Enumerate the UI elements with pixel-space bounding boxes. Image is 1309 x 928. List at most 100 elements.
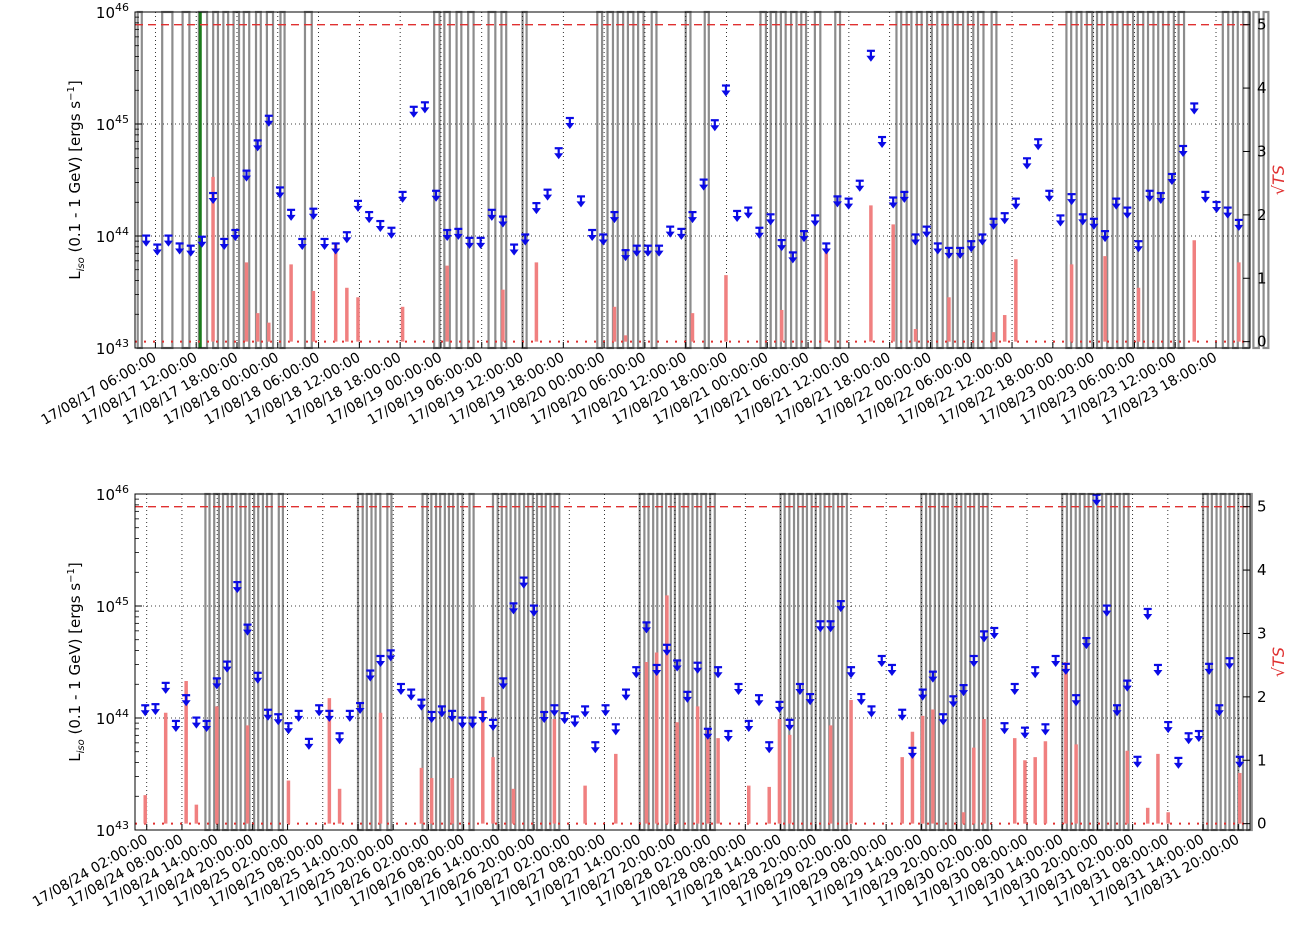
upper-limit-marker (476, 236, 486, 249)
upper-limit-arrowhead (1022, 163, 1032, 170)
y2-tick-label: 1 (1257, 751, 1267, 769)
upper-limit-marker (1163, 720, 1173, 734)
upper-limit-marker (1122, 206, 1132, 219)
y-tick-label: 1045 (96, 595, 129, 616)
y-tick-label: 1046 (96, 483, 129, 504)
y2-tick-label: 0 (1257, 333, 1267, 351)
upper-limit-marker (186, 244, 196, 257)
gti-band (1095, 10, 1103, 350)
upper-limit-marker (1044, 189, 1054, 202)
upper-limit-arrowhead (163, 240, 173, 247)
upper-limit-arrowhead (364, 217, 374, 224)
upper-limit-arrowhead (609, 217, 619, 224)
upper-limit-arrowhead (208, 198, 218, 205)
gti-band (905, 10, 913, 350)
upper-limit-arrowhead (520, 239, 530, 246)
upper-limit-marker (1153, 663, 1163, 676)
upper-limit-arrowhead (286, 214, 296, 221)
upper-limit-arrowhead (944, 252, 954, 259)
upper-limit-marker (1092, 493, 1102, 506)
upper-limit-arrowhead (222, 666, 232, 673)
upper-limit-marker (897, 708, 907, 721)
upper-limit-marker (364, 210, 374, 224)
upper-limit-marker (283, 722, 293, 735)
upper-limit-marker (416, 698, 426, 711)
y-tick-label: 1044 (96, 707, 129, 728)
upper-limit-marker (1235, 755, 1245, 768)
gti-band (841, 492, 848, 832)
upper-limit-arrowhead (273, 719, 283, 726)
upper-limit-arrowhead (560, 718, 570, 725)
upper-limit-arrowhead (734, 689, 744, 695)
upper-limit-arrowhead (1078, 219, 1088, 226)
gti-band (535, 492, 543, 832)
upper-limit-marker (1132, 755, 1142, 768)
upper-limit-arrowhead (713, 672, 723, 679)
upper-limit-marker (304, 737, 314, 750)
gti-band (279, 10, 286, 350)
upper-limit-arrowhead (253, 677, 263, 684)
y2-tick-label: 5 (1257, 498, 1267, 516)
upper-limit-marker (959, 684, 969, 697)
upper-limit-arrowhead (580, 711, 590, 718)
upper-limit-marker (774, 700, 784, 713)
upper-limit-marker (171, 719, 181, 732)
upper-limit-arrowhead (565, 123, 575, 129)
upper-limit-marker (365, 669, 375, 682)
upper-limit-marker (1100, 230, 1110, 243)
gti-band (779, 10, 787, 350)
upper-limit-marker (665, 225, 675, 238)
upper-limit-arrowhead (1200, 196, 1210, 203)
upper-limit-marker (836, 600, 846, 613)
gti-band (682, 492, 690, 832)
upper-limit-marker (175, 242, 185, 255)
gti-band (433, 10, 441, 350)
upper-limit-arrowhead (1153, 669, 1163, 676)
upper-limit-arrowhead (243, 629, 253, 636)
upper-limit-marker (999, 722, 1009, 735)
upper-limit-arrowhead (191, 722, 201, 729)
upper-limit-arrowhead (1122, 212, 1132, 219)
upper-limit-arrowhead (888, 202, 898, 209)
upper-limit-marker (676, 227, 686, 240)
y2-tick-label: 2 (1257, 688, 1267, 706)
gti-band (789, 10, 798, 350)
upper-limit-arrowhead (576, 201, 586, 208)
gti-band (834, 10, 842, 350)
upper-limit-arrowhead (795, 689, 805, 695)
gti-band (956, 10, 965, 350)
upper-limit-arrowhead (846, 672, 856, 679)
upper-limit-arrowhead (442, 235, 452, 241)
upper-limit-arrowhead (955, 252, 965, 259)
upper-limit-arrowhead (141, 240, 151, 247)
upper-limit-marker (181, 694, 191, 707)
upper-limit-arrowhead (314, 710, 324, 717)
upper-limit-marker (570, 715, 580, 728)
upper-limit-marker (810, 214, 820, 227)
upper-limit-marker (1112, 704, 1122, 717)
y-axis-label: Liso (0.1 - 1 GeV) [ergs s−1] (66, 562, 87, 761)
gti-band (964, 492, 972, 832)
upper-limit-marker (488, 718, 498, 731)
upper-limit-marker (723, 729, 733, 743)
upper-limit-marker (1010, 682, 1020, 695)
upper-limit-marker (846, 666, 856, 679)
upper-limit-marker (979, 630, 989, 643)
upper-limit-marker (1071, 694, 1081, 707)
upper-limit-marker (743, 206, 753, 219)
upper-limit-marker (1143, 607, 1153, 620)
upper-limit-marker (867, 705, 877, 718)
upper-limit-marker (826, 620, 836, 633)
upper-limit-arrowhead (1030, 672, 1040, 679)
upper-limit-marker (427, 710, 437, 723)
gti-band (254, 10, 262, 350)
y-tick-label: 1043 (96, 337, 129, 358)
gti-band (1105, 492, 1113, 832)
upper-limit-marker (815, 620, 825, 633)
axes-frame (134, 11, 1251, 349)
upper-limit-arrowhead (877, 142, 887, 149)
gti-band (1096, 492, 1104, 832)
upper-limit-marker (1214, 704, 1224, 717)
gti-band (955, 492, 963, 832)
upper-limit-arrowhead (1194, 736, 1204, 743)
